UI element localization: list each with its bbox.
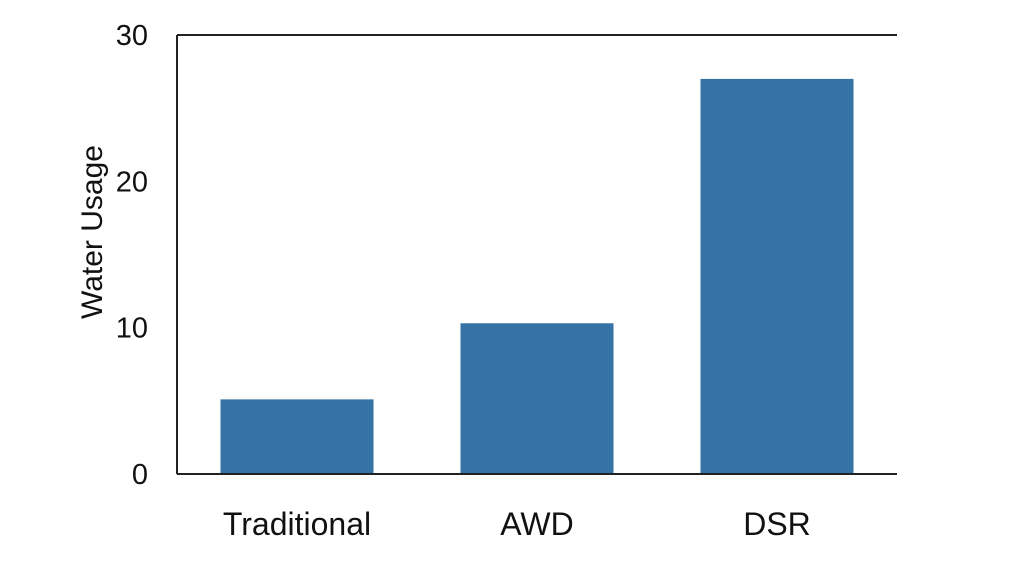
x-tick-label-traditional: Traditional — [223, 506, 371, 542]
x-tick-label-awd: AWD — [500, 506, 573, 542]
bar-dsr — [700, 78, 854, 475]
y-tick-label-0: 0 — [132, 459, 148, 491]
y-tick-label-20: 20 — [116, 166, 148, 198]
axes — [176, 34, 897, 475]
y-tick-label-10: 10 — [116, 313, 148, 345]
y-axis-ticks: 0 10 20 30 — [116, 20, 148, 491]
x-tick-label-dsr: DSR — [743, 506, 811, 542]
bar-awd — [460, 323, 614, 474]
y-axis-label: Water Usage — [76, 145, 109, 319]
bar-traditional — [220, 399, 374, 474]
y-tick-label-30: 30 — [116, 20, 148, 52]
x-axis-labels: Traditional AWD DSR — [223, 506, 811, 542]
bars — [220, 78, 854, 475]
